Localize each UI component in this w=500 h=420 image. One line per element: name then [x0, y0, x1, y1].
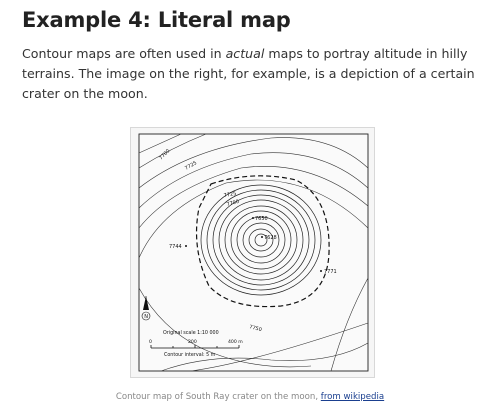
elevation-label-7650: 7650 [255, 216, 268, 222]
paragraph-text-end: maps to portray altitude in hilly terrai… [22, 46, 475, 101]
contour-interval: Contour interval: 5 m [164, 352, 216, 358]
scale-bar: Original scale 1:10 000 200 400 m 0 Cont… [149, 330, 243, 358]
figure-caption: Contour map of South Ray crater on the m… [0, 392, 500, 402]
crater-contours [200, 184, 322, 296]
elevation-label-7744: 7744 [169, 244, 182, 250]
paragraph-text-start: Contour maps are often used in [22, 46, 226, 61]
north-arrow-icon: N [141, 296, 151, 321]
page-title: Example 4: Literal map [22, 8, 291, 32]
scale-200: 200 [188, 339, 197, 345]
caption-text: Contour map of South Ray crater on the m… [115, 392, 321, 402]
scale-400: 400 m [228, 339, 243, 345]
north-label: N [144, 314, 148, 320]
crater-rim [195, 175, 330, 308]
contour-map-figure: 7700 7725 7725 7700 7650 7628 7744 7771 … [130, 127, 375, 378]
intro-paragraph: Contour maps are often used in actual ma… [22, 44, 492, 104]
paragraph-emphasis: actual [225, 46, 265, 61]
spot-height-markers [185, 217, 322, 272]
elevation-label-7628: 7628 [264, 235, 277, 241]
elevation-label-7750: 7750 [248, 324, 262, 333]
contour-map: 7700 7725 7725 7700 7650 7628 7744 7771 … [131, 128, 374, 377]
elevation-label-7771: 7771 [324, 269, 337, 275]
elevation-label-7725-inner: 7725 [223, 191, 237, 199]
elevation-label-7700-inner: 7700 [226, 199, 240, 208]
elevation-label-7725-outer: 7725 [184, 160, 198, 172]
outer-contours [138, 133, 369, 372]
scale-title: Original scale 1:10 000 [163, 330, 219, 336]
scale-0: 0 [149, 339, 152, 345]
wikipedia-link[interactable]: from wikipedia [320, 392, 385, 402]
